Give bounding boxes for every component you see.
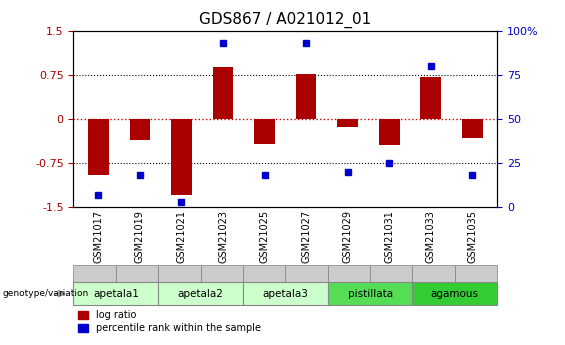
Legend: log ratio, percentile rank within the sample: log ratio, percentile rank within the sa… — [79, 310, 261, 333]
Text: pistillata: pistillata — [347, 289, 393, 298]
Bar — [295, 74, 316, 119]
Bar — [129, 119, 150, 139]
Text: agamous: agamous — [431, 289, 479, 298]
Bar — [171, 119, 192, 195]
Text: apetala3: apetala3 — [262, 289, 308, 298]
Bar — [254, 119, 275, 144]
Bar — [212, 67, 233, 119]
Text: apetala1: apetala1 — [93, 289, 139, 298]
Text: genotype/variation: genotype/variation — [3, 289, 89, 298]
Bar — [88, 119, 108, 175]
Title: GDS867 / A021012_01: GDS867 / A021012_01 — [199, 12, 371, 28]
Bar — [420, 77, 441, 119]
Bar — [337, 119, 358, 127]
Text: apetala2: apetala2 — [177, 289, 224, 298]
Bar — [462, 119, 483, 138]
Bar — [379, 119, 399, 146]
